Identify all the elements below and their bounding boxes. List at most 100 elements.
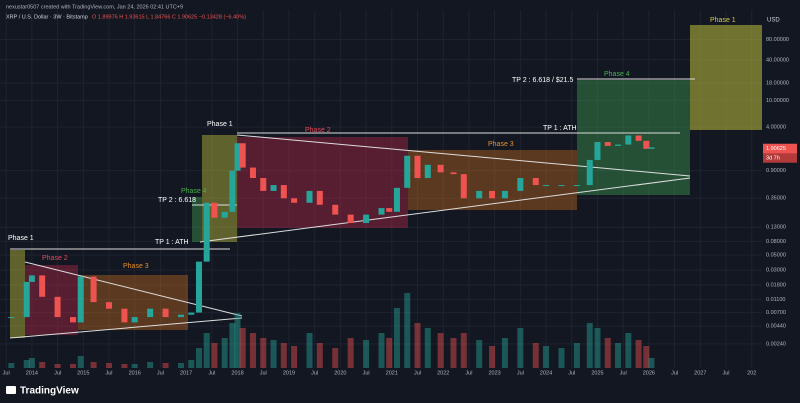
candle [121, 308, 128, 323]
candle [177, 314, 184, 318]
x-tick-label: Jul [311, 370, 318, 376]
candle [586, 159, 593, 186]
price-tag-label: 1.90625 [766, 146, 786, 152]
volume-bar [70, 364, 77, 368]
x-tick-label: Jul [568, 370, 575, 376]
candle [77, 276, 84, 323]
candle [476, 190, 483, 199]
annotation: Phase 1 [8, 235, 34, 242]
candle [643, 140, 650, 149]
candle [543, 185, 550, 187]
x-tick-label: 2014 [26, 370, 38, 376]
x-tick-label: Jul [620, 370, 627, 376]
volume-bar [8, 363, 15, 368]
y-tick-label: 0.90000 [766, 168, 786, 174]
y-tick-label: 0.35000 [766, 196, 786, 202]
candle [625, 135, 632, 145]
annotation: TP 1 : ATH [155, 239, 189, 246]
x-tick-label: Jul [414, 370, 421, 376]
volume-bar [615, 343, 622, 368]
volume-bar [476, 340, 483, 368]
candle [386, 208, 393, 212]
annotation: Phase 2 [305, 127, 331, 134]
y-tick-label: 0.03000 [766, 268, 786, 274]
candle [604, 142, 611, 146]
volume-bar [211, 343, 218, 368]
volume-bar [221, 338, 228, 368]
volume-bar [77, 356, 84, 368]
symbol: XRP / U.S. Dollar · 3W · Bitstamp [6, 14, 88, 20]
y-tick-label: 10.00000 [766, 98, 789, 104]
y-tick-label: 0.13000 [766, 225, 786, 231]
credit: nexustar0507 created with TradingView.co… [6, 4, 183, 10]
volume-bar [280, 343, 287, 368]
candle [450, 172, 457, 175]
volume-bar [28, 358, 35, 368]
x-tick-label: 202 [747, 370, 756, 376]
annotation: TP 2 : 6.618 / $21.5 [512, 77, 573, 84]
annotation: TP 2 : 6.618 [158, 197, 196, 204]
phase-box [690, 25, 762, 130]
candle [414, 155, 421, 179]
volume-bar [23, 360, 30, 368]
volume-bar [316, 343, 323, 368]
volume-bar [517, 328, 524, 368]
volume-bar [648, 358, 655, 368]
x-tick-label: Jul [157, 370, 164, 376]
volume-bar [188, 360, 195, 368]
volume-bar [450, 338, 457, 368]
candle [501, 190, 508, 199]
candle [234, 143, 241, 171]
price-axis [762, 0, 800, 370]
candle [211, 202, 218, 218]
x-tick-label: 2023 [489, 370, 501, 376]
candle [363, 214, 370, 224]
y-tick-label: 0.08000 [766, 239, 786, 245]
countdown-tag [763, 153, 797, 163]
volume-bar [489, 346, 496, 368]
volume-bar [239, 328, 246, 368]
volume-bar [54, 364, 61, 368]
phase-box [408, 150, 577, 210]
phase-box [10, 250, 25, 338]
y-tick-label: 0.05000 [766, 253, 786, 259]
volume-bar [249, 333, 256, 368]
volume-bar [501, 338, 508, 368]
volume-bar [121, 364, 128, 368]
volume-bar [573, 343, 580, 368]
volume-bar [90, 362, 97, 368]
volume-bar [543, 346, 550, 368]
x-tick-label: Jul [722, 370, 729, 376]
annotation: Phase 3 [123, 263, 149, 270]
volume-bar [386, 338, 393, 368]
x-tick-label: Jul [465, 370, 472, 376]
x-tick-label: 2024 [540, 370, 552, 376]
trend-line [9, 317, 243, 339]
countdown-label: 3d 7h [766, 156, 780, 162]
volume-bar [635, 340, 642, 368]
volume-layer [8, 293, 655, 368]
volume-bar [260, 338, 267, 368]
candle [558, 185, 565, 187]
trend-line [199, 177, 691, 243]
annotation: Phase 4 [181, 188, 207, 195]
x-tick-label: 2019 [283, 370, 295, 376]
ohlc: O 1.89976 H 1.93615 L 1.84766 C 1.90625 … [92, 14, 246, 20]
price-tag [763, 143, 797, 154]
candle [203, 202, 210, 262]
candle [489, 190, 496, 199]
candle [270, 185, 277, 191]
annotation: Phase 4 [604, 71, 630, 78]
candle [332, 204, 339, 215]
candle [106, 302, 113, 309]
x-tick-label: 2017 [180, 370, 192, 376]
candle [39, 275, 46, 297]
annotation: Phase 3 [488, 141, 514, 148]
axis-unit: USD [767, 18, 780, 24]
candle [573, 185, 580, 187]
candle [188, 312, 195, 315]
volume-bar [594, 328, 601, 368]
volume-bar [558, 348, 565, 368]
